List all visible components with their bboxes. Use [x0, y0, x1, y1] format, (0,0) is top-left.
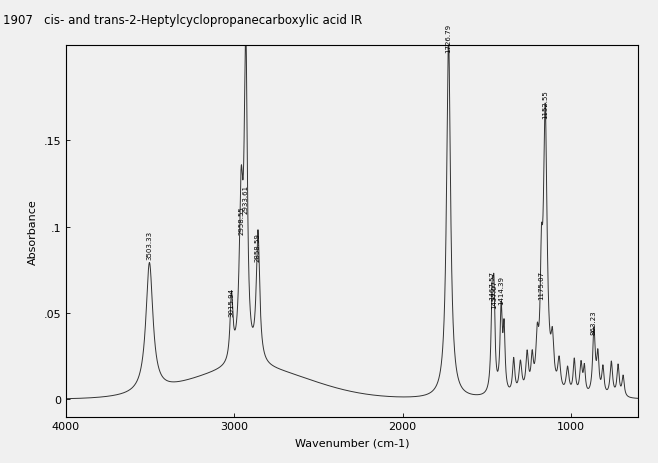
- Text: 1175.07: 1175.07: [538, 270, 544, 300]
- Text: 1726.79: 1726.79: [445, 24, 451, 53]
- Text: 1907   cis- and trans-2-Heptylcyclopropanecarboxylic acid IR: 1907 cis- and trans-2-Heptylcyclopropane…: [3, 14, 363, 27]
- Text: 2858.59: 2858.59: [255, 233, 261, 262]
- Text: 1414.39: 1414.39: [498, 276, 504, 305]
- Text: 2933.61: 2933.61: [242, 184, 248, 213]
- Text: 863.23: 863.23: [591, 309, 597, 334]
- Text: 3503.33: 3503.33: [147, 231, 153, 260]
- Y-axis label: Absorbance: Absorbance: [28, 199, 38, 264]
- Text: 1467.57: 1467.57: [489, 270, 495, 300]
- Text: 2958.55: 2958.55: [238, 206, 244, 234]
- Text: 1457.07: 1457.07: [491, 279, 497, 308]
- Text: 3015.94: 3015.94: [228, 288, 234, 317]
- X-axis label: Wavenumber (cm-1): Wavenumber (cm-1): [295, 437, 409, 447]
- Text: 1152.55: 1152.55: [542, 90, 548, 119]
